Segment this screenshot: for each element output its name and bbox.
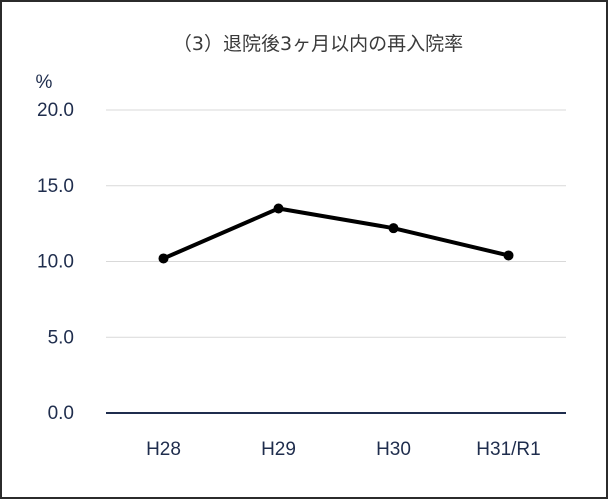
- chart-title: （3）退院後3ヶ月以内の再入院率: [173, 33, 463, 55]
- x-tick-labels: H28 H29 H30 H31/R1: [146, 439, 541, 460]
- series-line: [161, 206, 511, 261]
- data-point: [273, 203, 284, 214]
- x-tick-label: H30: [376, 439, 411, 460]
- x-tick-label: H28: [146, 439, 181, 460]
- grid-lines: [106, 109, 566, 414]
- y-tick-label: 0.0: [48, 403, 74, 424]
- x-tick-label: H31/R1: [476, 439, 540, 460]
- y-tick-label: 10.0: [37, 252, 74, 273]
- data-point: [388, 223, 399, 234]
- series-layer: [158, 203, 514, 264]
- y-tick-labels: 0.0 5.0 10.0 15.0 20.0: [37, 100, 74, 424]
- y-tick-label: 5.0: [48, 327, 74, 348]
- y-tick-label: 20.0: [37, 100, 74, 121]
- y-tick-label: 15.0: [37, 176, 74, 197]
- data-point: [503, 250, 514, 261]
- data-point: [158, 253, 169, 264]
- y-axis-unit: %: [36, 72, 53, 93]
- x-tick-label: H29: [261, 439, 296, 460]
